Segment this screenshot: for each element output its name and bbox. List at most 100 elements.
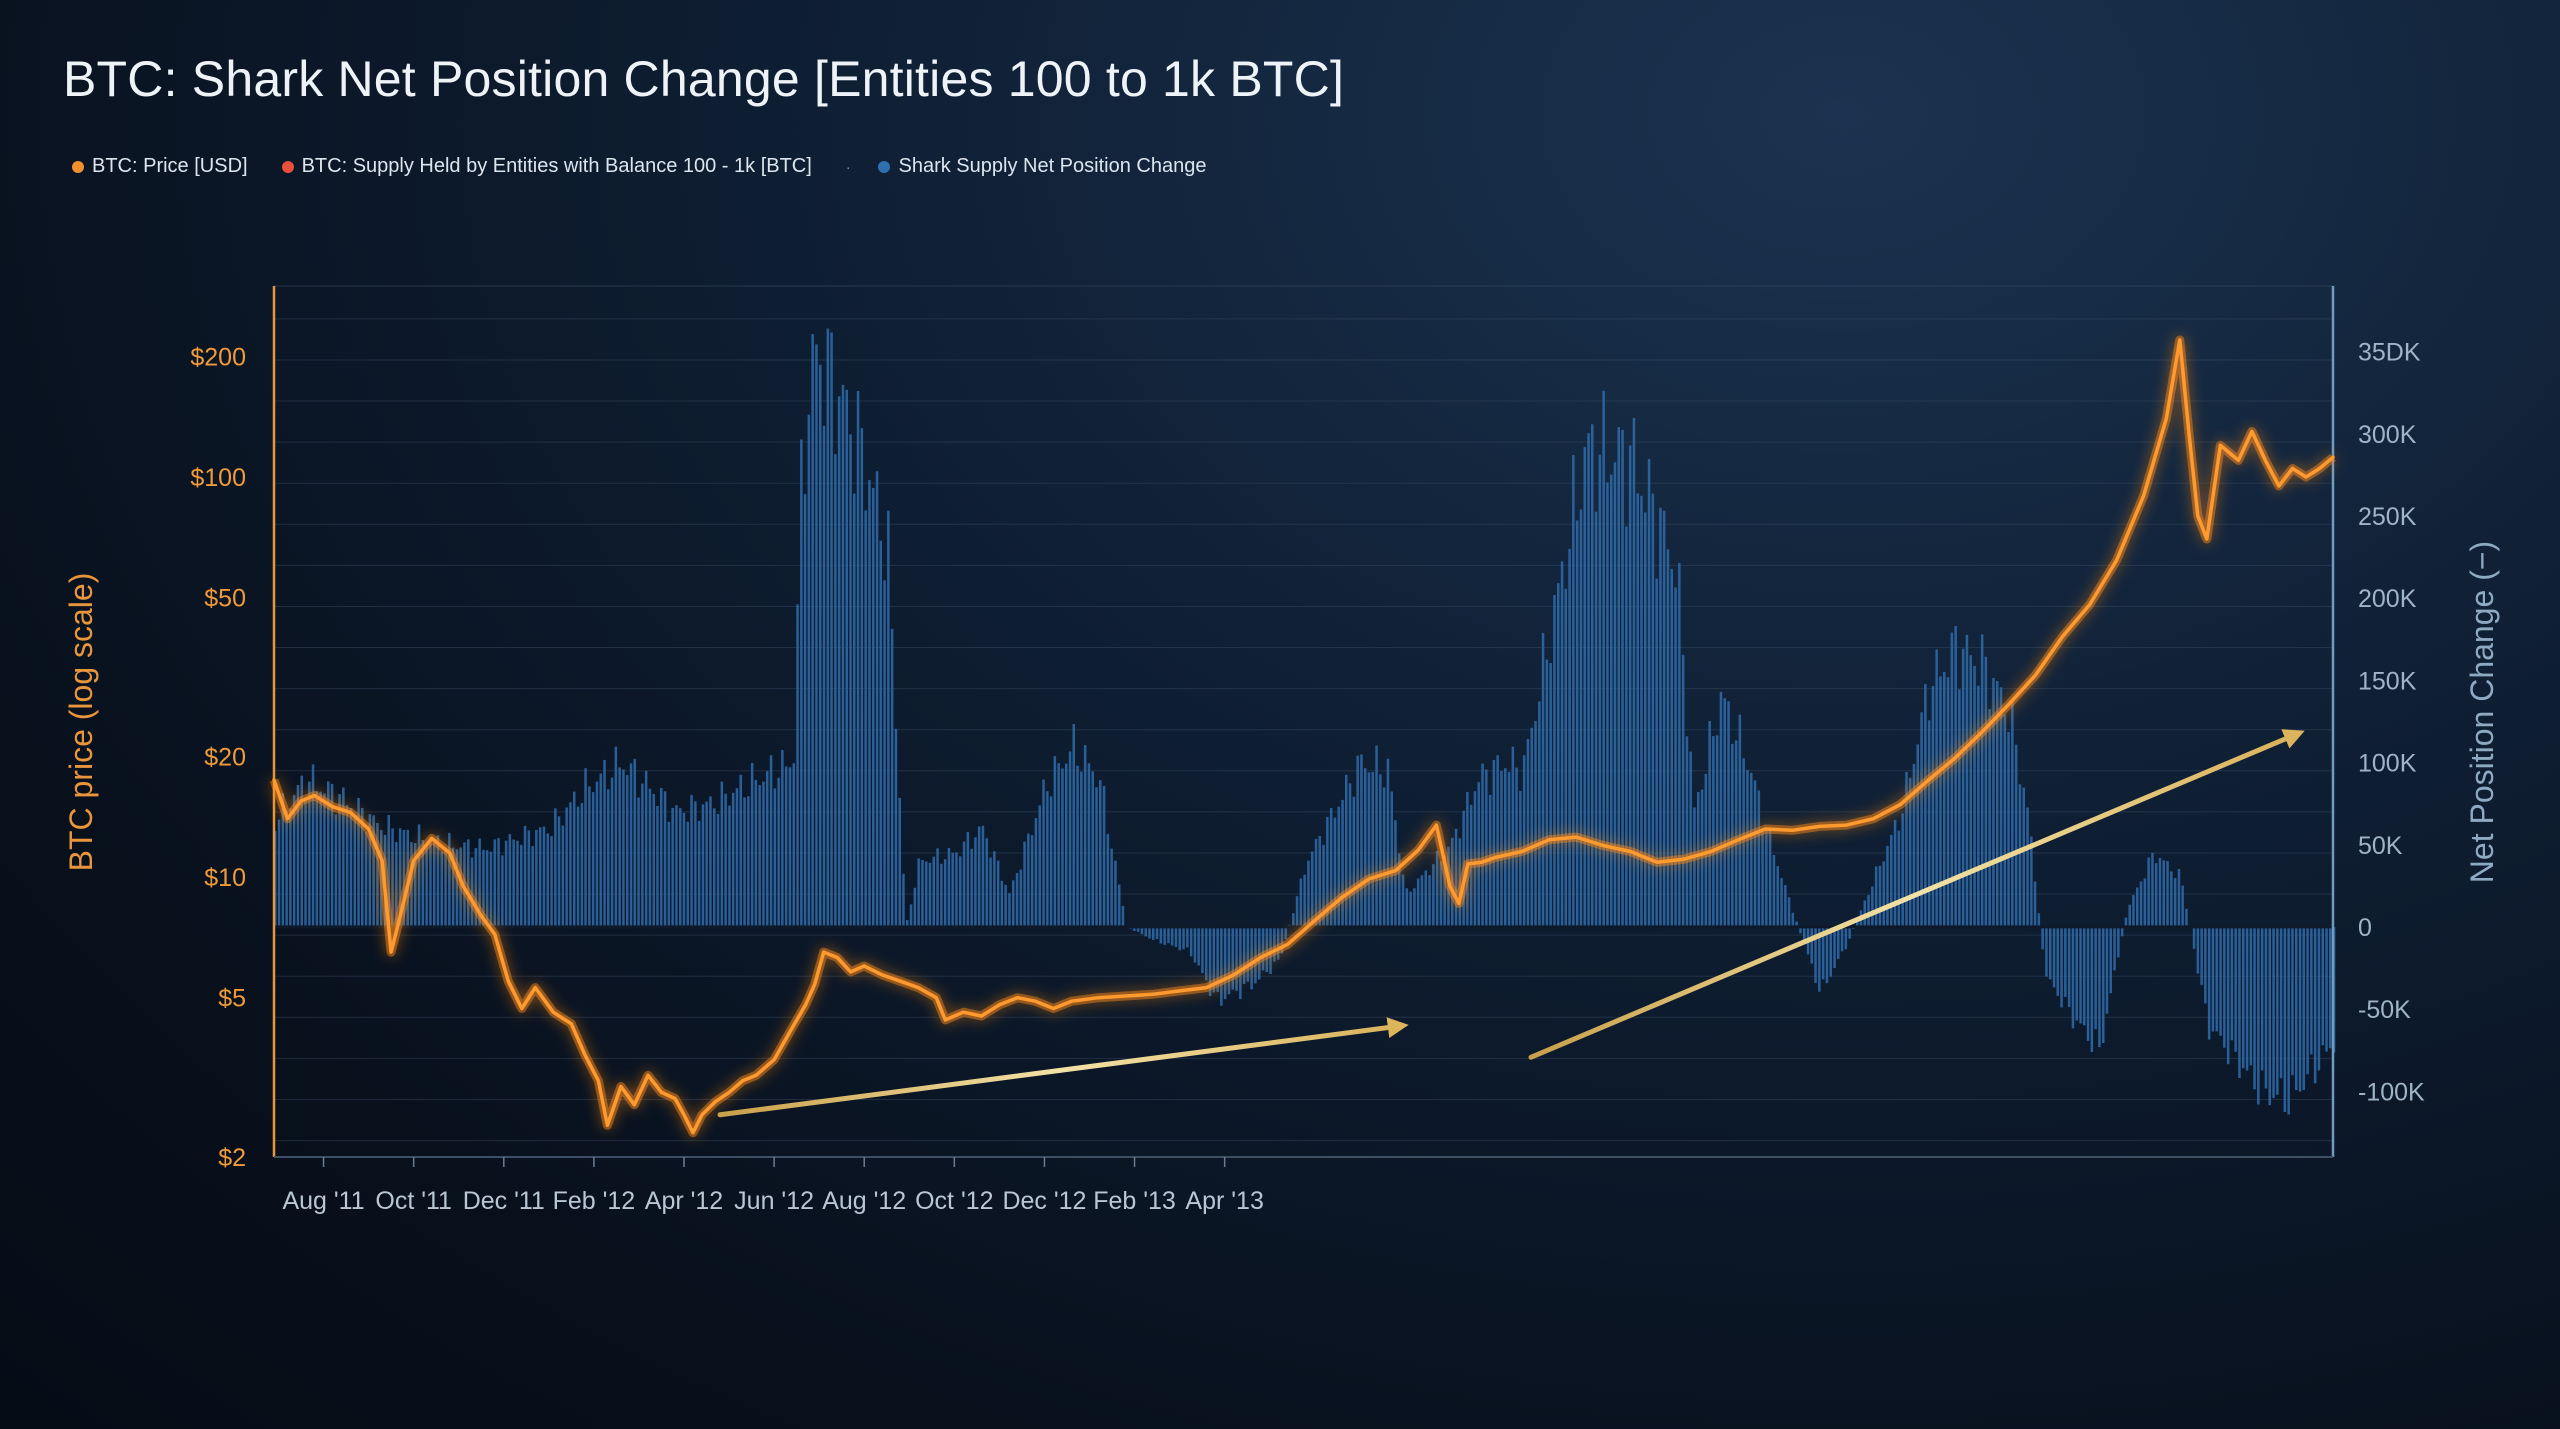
net-position-bar [1557,583,1560,927]
net-position-bar [1674,587,1677,927]
net-position-bar [906,920,909,927]
net-position-bar [1401,874,1405,927]
net-position-bar [281,793,285,927]
net-position-bar [1068,751,1072,927]
net-position-bar [485,850,489,927]
net-position-bar [1750,772,1753,927]
net-position-bar [315,791,319,927]
net-position-bar [1435,850,1439,927]
net-position-bar [864,510,867,927]
net-position-bar [909,904,913,927]
net-position-bar [1163,926,1166,945]
net-position-bar [2276,926,2279,1095]
net-position-bar [1640,495,1643,927]
net-position-bar [697,820,701,927]
legend-label-price: BTC: Price [USD] [92,155,248,177]
net-position-bar [1420,875,1424,927]
net-position-bar [1379,774,1382,927]
net-position-bar [2041,926,2044,950]
net-position-bar [311,764,315,927]
net-position-bar [349,808,353,927]
net-position-bar [1515,767,1518,927]
legend-item-supply[interactable]: BTC: Supply Held by Entities with Balanc… [281,155,812,178]
net-position-bar [300,775,303,927]
net-position-bar [754,780,758,927]
net-position-bar [1761,828,1764,927]
net-position-bar [1522,755,1526,927]
net-position-bar [1829,926,1832,977]
net-position-bar [2014,744,2018,927]
trend-arrow [1528,729,2305,1060]
net-position-bar [837,396,841,927]
net-position-bar [2245,926,2249,1071]
net-position-bar [1015,873,1019,927]
net-position-bar [296,785,300,927]
net-position-bar [2166,861,2169,927]
net-position-bar [1345,774,1348,927]
net-position-bar [550,836,553,927]
net-position-bar [2136,887,2139,927]
net-position-bar [940,863,943,927]
net-position-bar [758,785,761,927]
net-position-bar [1364,768,1367,927]
net-position-bar [1920,712,1923,927]
net-position-bar [2026,807,2029,927]
net-position-bar [1681,654,1685,927]
net-position-bar [1893,820,1897,927]
net-position-bar [879,540,882,927]
net-position-bar [925,861,928,927]
net-position-bar [467,839,470,927]
net-position-bar [2124,917,2128,927]
net-position-bar [2098,926,2101,1048]
net-position-bar [1053,756,1057,927]
net-position-bar [1625,526,1628,927]
net-position-bar [1110,848,1113,927]
net-position-bar [641,783,644,927]
net-position-bar [478,838,481,927]
net-position-bar [542,826,546,927]
net-position-bar [2052,926,2056,988]
x-tick-label: Aug '12 [822,1187,906,1215]
net-position-bar [1155,926,1159,940]
chart-title: BTC: Shark Net Position Change [Entities… [63,51,1345,107]
net-position-bar [1034,818,1038,927]
net-position-bar [1768,829,1772,927]
net-position-bar [1159,926,1163,944]
net-position-bar [1856,919,1859,927]
net-position-bar [448,832,451,927]
net-position-bar [1689,751,1692,927]
net-position-bar [1594,511,1598,927]
legend-item-price[interactable]: BTC: Price [USD] [72,155,248,178]
net-position-bar [576,806,580,927]
net-position-bar [675,805,678,927]
net-position-bar [357,798,360,927]
net-position-bar [887,510,890,927]
net-position-bar [1292,913,1295,927]
net-position-bar [1837,926,1840,959]
legend-item-net-position[interactable]: Shark Supply Net Position Change [878,155,1206,178]
net-position-bar [1201,926,1204,973]
right-tick-label: 0 [2358,914,2372,942]
net-position-bar [1409,891,1412,927]
net-position-bar [2033,881,2037,927]
net-position-bar [2242,926,2245,1069]
net-position-bar [826,328,830,927]
net-position-bar [1140,926,1144,935]
net-position-bar [1284,926,1287,940]
net-position-bar [1666,549,1670,927]
net-position-bar [1356,755,1359,927]
x-tick-label: Aug '11 [282,1187,364,1215]
net-position-bar [633,758,636,927]
net-position-bar [1545,659,1549,927]
net-position-bar [663,791,667,927]
net-position-bar [1901,813,1904,927]
left-tick-label: $10 [204,864,246,892]
net-position-bar [1432,864,1435,927]
net-position-bar [1008,893,1011,927]
net-position-bar [1776,866,1779,927]
net-position-bar [1787,897,1791,927]
net-position-bar [898,797,901,927]
left-tick-label: $20 [204,744,246,772]
net-position-bar [1080,771,1083,927]
